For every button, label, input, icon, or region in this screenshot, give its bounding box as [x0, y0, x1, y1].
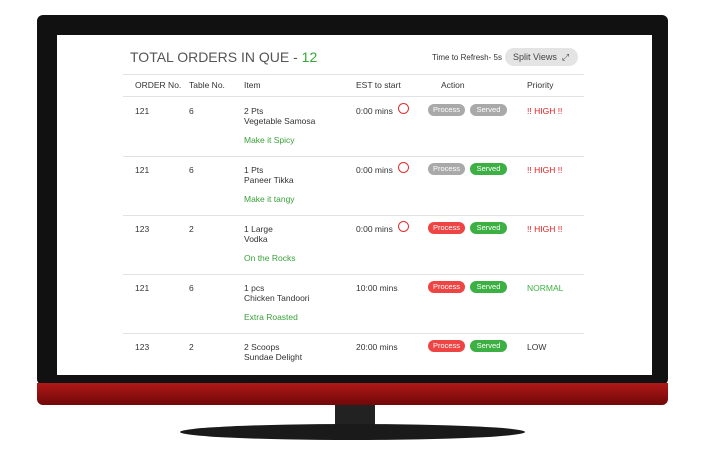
item-quantity: 1 Pts	[244, 165, 264, 175]
table-number: 6	[189, 165, 194, 175]
monitor-red-strip	[37, 383, 668, 405]
order-number: 123	[135, 224, 150, 234]
header-line	[123, 74, 584, 75]
column-header: ORDER No.	[135, 80, 182, 90]
table-number: 2	[189, 342, 194, 352]
item-note: On the Rocks	[244, 253, 296, 263]
alarm-icon	[398, 221, 409, 232]
item-name: Vegetable Samosa	[244, 116, 316, 126]
item-quantity: 1 pcs	[244, 283, 265, 293]
process-button[interactable]: Process	[428, 163, 465, 175]
priority: LOW	[527, 342, 547, 352]
priority: !! HIGH !!	[527, 165, 563, 175]
process-button[interactable]: Process	[428, 281, 465, 293]
process-button[interactable]: Process	[428, 222, 465, 234]
item-name: Sundae Delight	[244, 352, 303, 362]
est-time: 0:00 mins	[356, 106, 393, 116]
column-header: Item	[244, 80, 261, 90]
order-row: 121 6 1 Pts Paneer Tikka Make it tangy 0:00 m…	[123, 156, 584, 216]
column-header: Action	[441, 80, 465, 90]
served-button[interactable]: Served	[470, 340, 507, 352]
served-button[interactable]: Served	[470, 104, 507, 116]
item-name: Chicken Tandoori	[244, 293, 310, 303]
title-text: TOTAL ORDERS IN QUE -	[130, 49, 298, 65]
order-row: 123 2 2 Scoops Sundae Delight 20:00 mins Proc…	[123, 333, 584, 375]
est-time: 0:00 mins	[356, 224, 393, 234]
monitor-base	[180, 424, 525, 440]
alarm-icon	[398, 103, 409, 114]
served-button[interactable]: Served	[470, 281, 507, 293]
screen: TOTAL ORDERS IN QUE - 12 Time to Refresh…	[57, 35, 652, 375]
column-header: Table No.	[189, 80, 225, 90]
refresh-timer: Time to Refresh- 5s	[432, 53, 502, 62]
est-time: 20:00 mins	[356, 342, 398, 352]
table-number: 6	[189, 283, 194, 293]
monitor-neck	[335, 405, 375, 427]
order-row: 123 2 1 Large Vodka On the Rocks 0:00 mins Pro…	[123, 215, 584, 275]
est-time: 0:00 mins	[356, 165, 393, 175]
alarm-icon	[398, 162, 409, 173]
process-button[interactable]: Process	[428, 104, 465, 116]
priority: !! HIGH !!	[527, 106, 563, 116]
order-number: 121	[135, 165, 150, 175]
item-quantity: 2 Pts	[244, 106, 264, 116]
order-row: 121 6 2 Pts Vegetable Samosa Make it Spicy 0:…	[123, 97, 584, 157]
split-views-button[interactable]: Split Views ⤢	[505, 48, 578, 66]
order-number: 121	[135, 283, 150, 293]
est-time: 10:00 mins	[356, 283, 398, 293]
item-note: Extra Roasted	[244, 312, 298, 322]
item-name: Vodka	[244, 234, 268, 244]
order-count: 12	[301, 49, 318, 65]
order-number: 123	[135, 342, 150, 352]
table-number: 2	[189, 224, 194, 234]
item-quantity: 1 Large	[244, 224, 273, 234]
title: TOTAL ORDERS IN QUE - 12	[130, 49, 317, 65]
priority: NORMAL	[527, 283, 564, 293]
item-name: Paneer Tikka	[244, 175, 294, 185]
header-line	[123, 96, 584, 97]
column-header: Priority	[527, 80, 554, 90]
table-number: 6	[189, 106, 194, 116]
served-button[interactable]: Served	[470, 163, 507, 175]
item-quantity: 2 Scoops	[244, 342, 280, 352]
order-number: 121	[135, 106, 150, 116]
item-note: Make it Spicy	[244, 135, 295, 145]
served-button[interactable]: Served	[470, 222, 507, 234]
split-views-label: Split Views	[513, 52, 557, 62]
order-row: 121 6 1 pcs Chicken Tandoori Extra Roasted 10…	[123, 274, 584, 334]
process-button[interactable]: Process	[428, 340, 465, 352]
column-header: EST to start	[356, 80, 401, 90]
priority: !! HIGH !!	[527, 224, 563, 234]
item-note: Make it tangy	[244, 194, 295, 204]
